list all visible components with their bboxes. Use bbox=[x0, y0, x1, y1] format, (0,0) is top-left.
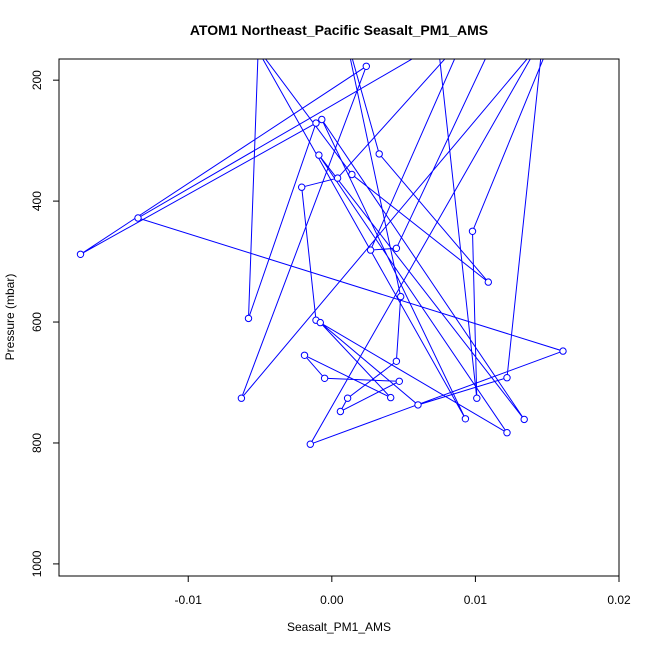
x-tick-label: 0.01 bbox=[464, 593, 488, 607]
data-point bbox=[392, 244, 401, 253]
data-point bbox=[520, 415, 528, 424]
data-point bbox=[348, 170, 356, 179]
x-tick-label: -0.01 bbox=[175, 593, 203, 607]
y-tick-label: 1000 bbox=[30, 550, 44, 577]
data-point bbox=[312, 119, 320, 127]
data-point bbox=[559, 347, 567, 355]
data-point bbox=[366, 246, 375, 254]
data-point bbox=[300, 351, 309, 359]
data-point bbox=[336, 407, 345, 416]
data-point bbox=[134, 214, 142, 222]
y-tick-label: 600 bbox=[30, 312, 44, 332]
data-point bbox=[468, 227, 477, 236]
data-point bbox=[392, 357, 401, 365]
data-point bbox=[375, 150, 383, 158]
x-axis-label: Seasalt_PM1_AMS bbox=[287, 620, 391, 634]
data-point bbox=[461, 415, 470, 423]
data-point bbox=[414, 401, 422, 409]
data-point bbox=[551, 29, 557, 35]
y-tick-label: 200 bbox=[30, 70, 44, 90]
data-point bbox=[76, 250, 85, 259]
data-point bbox=[315, 151, 323, 159]
y-axis-label: Pressure (mbar) bbox=[3, 274, 17, 361]
data-point bbox=[343, 394, 352, 402]
chart-title: ATOM1 Northeast_Pacific Seasalt_PM1_AMS bbox=[190, 22, 488, 38]
data-point bbox=[316, 318, 324, 327]
plot-area bbox=[76, 29, 567, 448]
data-point bbox=[503, 429, 511, 437]
y-tick-label: 800 bbox=[30, 433, 44, 453]
data-point bbox=[237, 394, 246, 402]
x-axis: -0.01 0.00 0.01 0.02 bbox=[175, 576, 631, 607]
data-point bbox=[244, 314, 253, 323]
series-line bbox=[80, 59, 565, 446]
series-0 bbox=[76, 29, 567, 448]
y-axis: 200 400 600 800 1000 bbox=[30, 70, 59, 577]
data-point bbox=[534, 44, 540, 50]
data-point bbox=[491, 37, 497, 43]
data-point bbox=[503, 374, 511, 382]
data-point bbox=[540, 35, 546, 41]
x-tick-label: 0.02 bbox=[607, 593, 631, 607]
y-tick-label: 400 bbox=[30, 191, 44, 211]
data-point bbox=[320, 374, 329, 382]
data-point bbox=[397, 292, 405, 301]
plot-frame bbox=[58, 58, 620, 577]
data-point bbox=[333, 174, 342, 182]
data-point bbox=[318, 115, 326, 124]
data-point bbox=[362, 62, 370, 71]
data-point bbox=[435, 41, 441, 47]
data-point bbox=[387, 393, 395, 402]
data-point bbox=[395, 377, 403, 385]
data-point bbox=[251, 41, 257, 47]
x-tick-label: 0.00 bbox=[320, 593, 344, 607]
data-point bbox=[484, 278, 492, 286]
data-point bbox=[306, 440, 314, 448]
data-point bbox=[473, 394, 481, 402]
data-point bbox=[298, 183, 306, 191]
